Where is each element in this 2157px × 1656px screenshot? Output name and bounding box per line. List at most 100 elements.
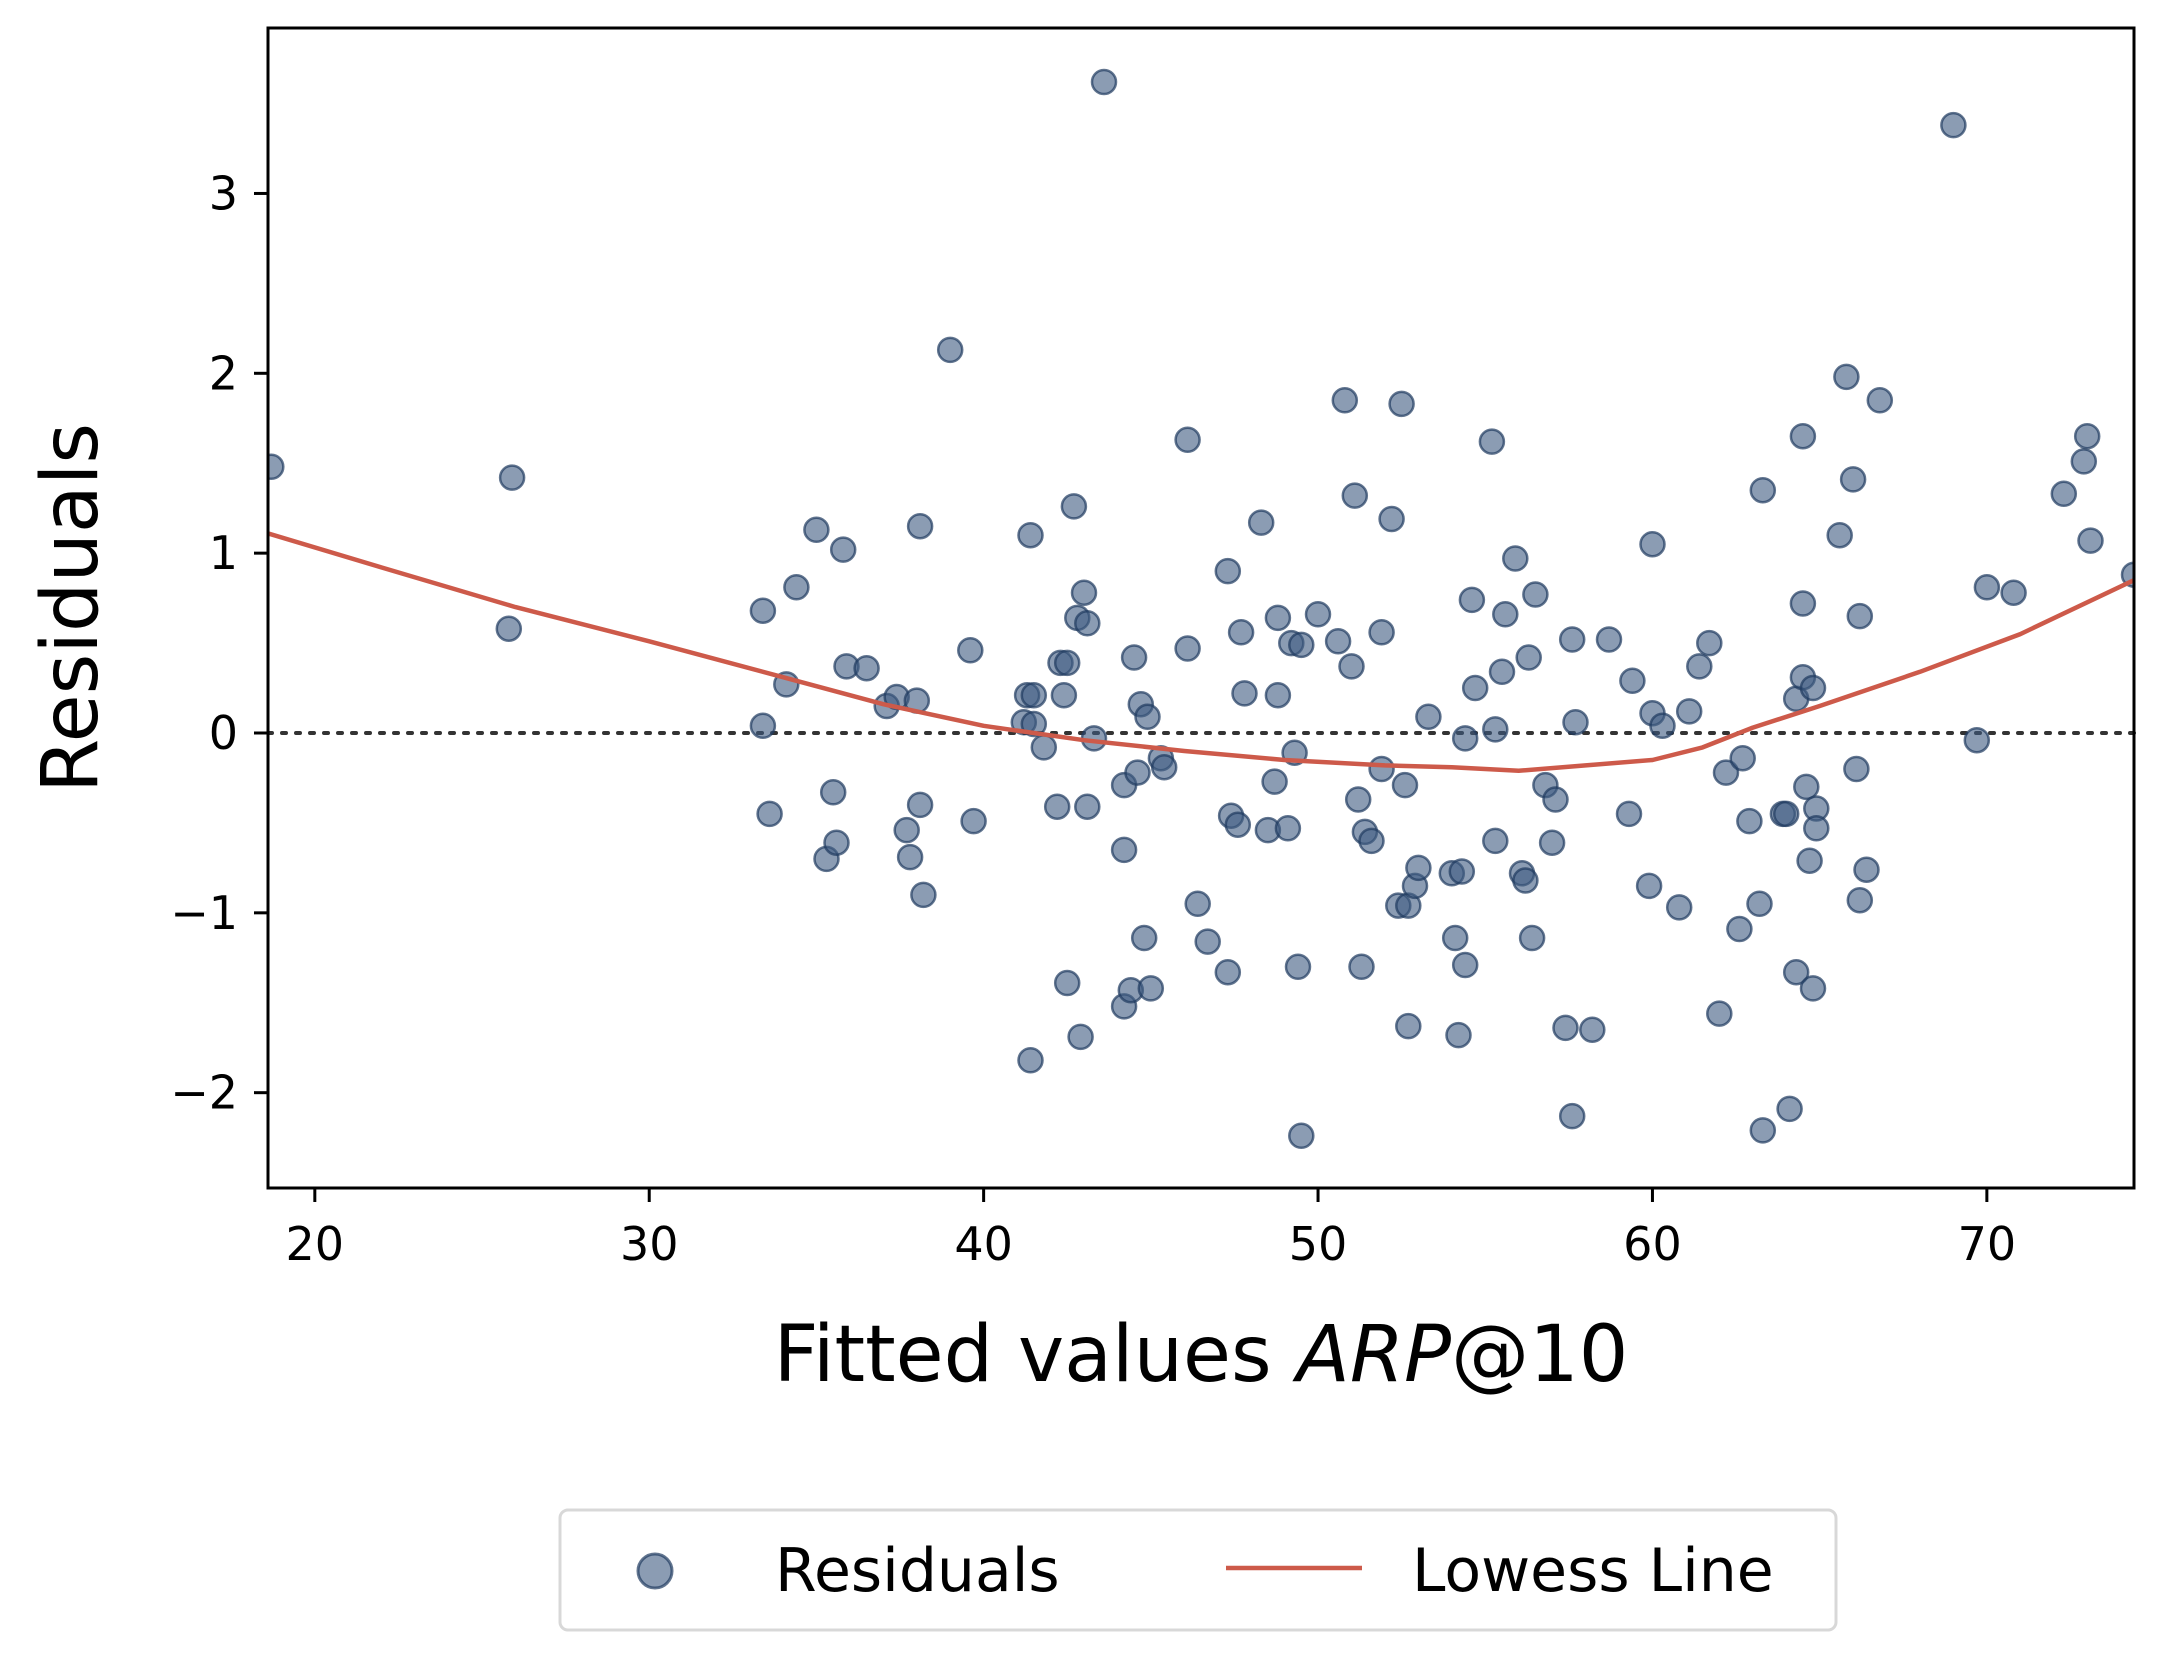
residual-point	[1030, 734, 1058, 761]
residual-point	[896, 843, 924, 871]
residual-point	[853, 654, 880, 682]
residual-point	[1050, 681, 1078, 709]
residual-point	[1261, 768, 1288, 795]
residual-point	[1074, 610, 1101, 637]
residual-point	[1649, 712, 1676, 740]
residual-point	[936, 336, 964, 364]
residual-point	[1288, 1122, 1315, 1150]
residual-point	[1451, 725, 1479, 752]
residual-point	[1247, 509, 1275, 536]
residual-point	[1124, 759, 1151, 786]
residual-point	[1782, 958, 1810, 986]
residual-point	[1512, 867, 1539, 894]
residual-point	[1344, 786, 1372, 813]
residual-point	[1706, 1000, 1733, 1027]
residual-point	[1595, 626, 1623, 653]
residual-point	[1579, 1016, 1606, 1043]
residual-point	[1341, 482, 1369, 509]
x-tick-label: 40	[954, 1217, 1013, 1271]
residual-point	[1288, 631, 1315, 659]
residual-point	[1552, 1014, 1579, 1042]
legend-lowess-label: Lowess Line	[1412, 1536, 1774, 1606]
residual-point	[1110, 836, 1138, 864]
residual-point	[829, 536, 857, 563]
residual-point	[1665, 894, 1693, 921]
residual-points	[268, 68, 2134, 1150]
residual-point	[1846, 602, 1874, 630]
residual-point	[1615, 800, 1643, 828]
residual-point	[1137, 975, 1165, 1002]
residual-point	[1378, 505, 1405, 533]
residual-point	[1120, 644, 1148, 671]
residual-point	[1090, 68, 1118, 96]
residual-point	[1796, 847, 1823, 874]
residual-point	[1017, 521, 1044, 549]
residual-point	[1274, 815, 1302, 842]
residual-point	[1214, 958, 1242, 986]
residual-point	[1492, 601, 1519, 628]
y-tick-label: −2	[170, 1066, 238, 1120]
residual-point	[1053, 649, 1081, 677]
residual-point	[1502, 545, 1529, 572]
residual-point	[1067, 1023, 1094, 1051]
y-axis-title: Residuals	[26, 423, 116, 793]
residual-point	[1826, 521, 1853, 549]
residual-point	[957, 637, 984, 664]
residual-point	[1746, 890, 1773, 918]
residual-point	[1338, 653, 1365, 680]
residual-point	[1940, 111, 1967, 139]
residual-point	[1843, 755, 1870, 783]
lowess-line	[268, 531, 2134, 774]
x-tick-label: 50	[1289, 1217, 1348, 1271]
legend-residuals-label: Residuals	[775, 1536, 1060, 1606]
residual-point	[1445, 1021, 1472, 1049]
y-tick-label: 3	[209, 166, 238, 220]
residual-point	[1053, 969, 1081, 997]
residual-point	[1264, 604, 1292, 632]
residual-point	[1696, 629, 1723, 657]
residual-point	[1522, 581, 1549, 608]
y-tick-label: 0	[209, 706, 238, 760]
residual-point	[756, 800, 783, 828]
residual-point	[1174, 635, 1201, 662]
residual-point	[1963, 726, 1991, 754]
residual-point	[1284, 953, 1312, 981]
residual-point	[1736, 807, 1763, 835]
residual-point	[268, 453, 285, 481]
residual-point	[1515, 644, 1542, 671]
residual-point	[1833, 363, 1860, 391]
y-tick-label: 1	[209, 526, 238, 580]
residual-point	[1866, 387, 1894, 414]
residual-point	[1134, 703, 1161, 731]
residual-point	[1482, 827, 1509, 855]
residual-point	[1451, 951, 1479, 979]
residual-point	[1712, 759, 1740, 786]
residual-point	[1194, 928, 1221, 955]
residual-point	[1388, 390, 1415, 418]
residual-point	[819, 779, 847, 806]
legend-box	[558, 1508, 1838, 1632]
residual-point	[1789, 422, 1817, 450]
residual-point	[1324, 628, 1352, 655]
residual-point	[1749, 476, 1777, 504]
residual-point	[1415, 703, 1442, 731]
residual-point	[1799, 975, 1827, 1002]
residual-point	[1538, 829, 1566, 856]
residual-point	[1070, 579, 1098, 606]
y-tick-label: −1	[170, 886, 238, 940]
residual-point	[1368, 755, 1395, 783]
residual-point	[1853, 856, 1880, 883]
residual-point	[2070, 448, 2098, 475]
residual-point	[906, 512, 934, 540]
residual-point	[1304, 601, 1332, 628]
residual-point	[1368, 619, 1395, 646]
residual-point	[1799, 674, 1827, 702]
residual-point	[1331, 387, 1359, 414]
residual-point	[960, 807, 987, 835]
residual-point	[1772, 800, 1800, 828]
residual-point	[495, 615, 523, 642]
residual-point	[1391, 771, 1419, 799]
residual-point	[906, 791, 934, 819]
residual-point	[823, 829, 850, 856]
